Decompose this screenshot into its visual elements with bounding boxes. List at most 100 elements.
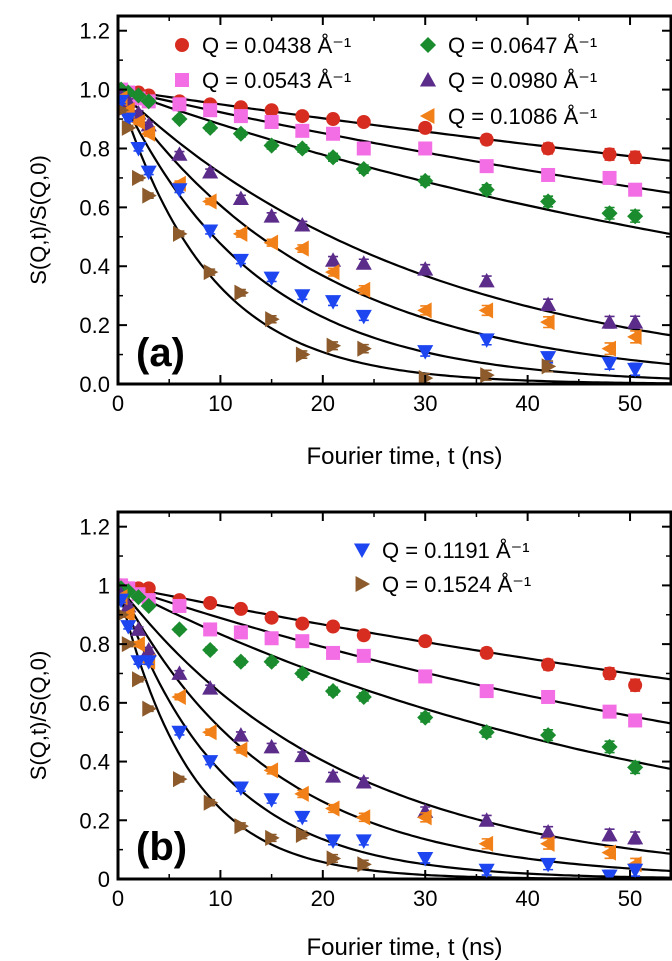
panel-a-data-point [264,103,279,118]
panel-a-data-point [202,119,219,136]
panel-b-series-2-point [294,665,311,682]
panel-b-series-2-point [171,621,188,638]
panel-a-data-point [140,93,157,110]
panel-a-data-point [142,187,157,204]
panel-a-data-point [355,255,372,270]
panel-b-series-1-point [295,634,310,649]
panel-a-data-point [355,281,371,298]
panel-a-data-point [417,172,434,189]
panel-b-data-point [601,844,616,861]
panel-a-legend-marker [419,36,437,54]
panel-a-series-6-point [480,367,495,384]
x-tick-label: 40 [515,886,539,911]
panel-b-series-3-point [355,774,372,789]
panel-b-data-point [325,800,340,817]
panel-b-series-4-point [325,800,340,817]
panel-b-series-2-point [540,727,557,744]
panel-b-series-5-point [325,834,342,849]
panel-a-legend: Q = 0.0438 Å⁻¹ Q = 0.0647 Å⁻¹ Q = 0.0543 Å… [175,33,597,129]
panel-b-series-2-point [202,641,219,659]
panel-a-series-0-point [418,120,433,135]
panel-a-series-3-point [171,146,188,161]
panel-a-data-point [601,356,618,372]
panel-a-legend-marker [175,73,189,87]
panel-a-series-2-point [417,172,434,189]
x-tick-label: 30 [413,886,437,911]
panel-b-data-point [478,863,495,879]
panel-a-data-point [203,103,218,118]
panel-b-data-point [326,619,341,634]
panel-a-data-point [294,240,309,257]
panel-b-series-4-point [601,844,616,861]
panel-a-data-point [130,113,145,131]
panel-a-data-point [478,272,495,288]
panel-a-series-0-point [264,103,279,118]
panel-b-series-3-point [263,738,280,754]
panel-b-series-1-point [541,689,556,704]
panel-a-data-point [356,114,371,129]
panel-b-data-point [601,738,618,755]
panel-a-data-point [479,132,494,147]
panel-b-data-point [326,645,341,660]
panel-b-series-3-point [202,680,219,695]
panel-a-series-6-point [357,340,372,357]
panel-a-data-point [263,234,279,251]
panel-b-series-1-point [479,684,494,699]
panel-a-series-6-point [265,311,280,328]
panel-b-data-point [478,724,495,741]
panel-b-series-2-point [232,653,249,670]
panel-b-data-point [130,655,147,670]
panel-a-series-2-point [140,93,157,110]
panel-b-data-point [263,653,280,670]
panel-a-data-point [203,264,219,281]
panel-a-data-point [295,109,310,124]
panel-a-series-1-point [172,97,187,112]
panel-b-series-5-point [130,655,147,670]
panel-a-data-point [234,284,249,301]
panel-a-series-0-point [479,132,494,147]
panel-b-data-point [628,713,643,728]
panel-a-series-4-point [325,264,340,281]
panel-a-series-5-point [601,356,618,372]
panel-b-series-4-point [263,762,279,779]
panel-a-series-2-point [325,149,342,166]
panel-b-data-point [355,834,372,849]
panel-b-series-1-point [264,631,279,646]
panel-b-series-5-point [120,620,137,635]
panel-a-data-point [627,208,644,225]
panel-b-series-6-point [142,700,157,717]
panel-b-series-0-point [203,596,218,611]
panel-b-series-2-point [478,724,495,741]
panel-a-series-2-point [263,137,280,154]
panel-b-legend-label: Q = 0.1524 Å⁻¹ [382,572,531,597]
panel-b-series-3-point [171,665,188,680]
x-tick-label: 10 [208,886,232,911]
panel-a-series-6-point [203,264,219,281]
panel-a-data-point [171,183,188,198]
panel-b-data-point [234,818,249,835]
panel-a-data-point [418,120,433,135]
panel-a-series-1-point [233,109,248,124]
panel-a-series-6-point [234,284,249,301]
panel-a-data-point [417,261,434,276]
panel-a-data-point [232,253,249,269]
panel-a-series-5-point [140,165,157,181]
panel-a-series-3-point [601,314,618,329]
panel-a-legend-label: Q = 0.0980 Å⁻¹ [448,68,597,93]
panel-a-series-0-point [602,147,617,162]
panel-a-series-6-point [295,346,311,363]
panel-a-data-point [417,302,432,319]
panel-b-data-point [202,641,219,659]
panel-b-series-0-point [233,601,248,616]
panel-b-data-point [479,645,494,660]
panel-a-data-point [294,140,311,157]
panel-a-series-2-point [540,193,557,210]
panel-b-series-3-point [130,621,147,636]
panel-a-data-point [202,224,219,239]
panel-a-series-3-point [232,190,249,205]
panel-b-fit-curve-6 [118,585,671,879]
panel-b-series-6-point [121,636,137,653]
panel-b-series-2-point [140,597,157,615]
panel-a-series-2-point [355,161,372,178]
